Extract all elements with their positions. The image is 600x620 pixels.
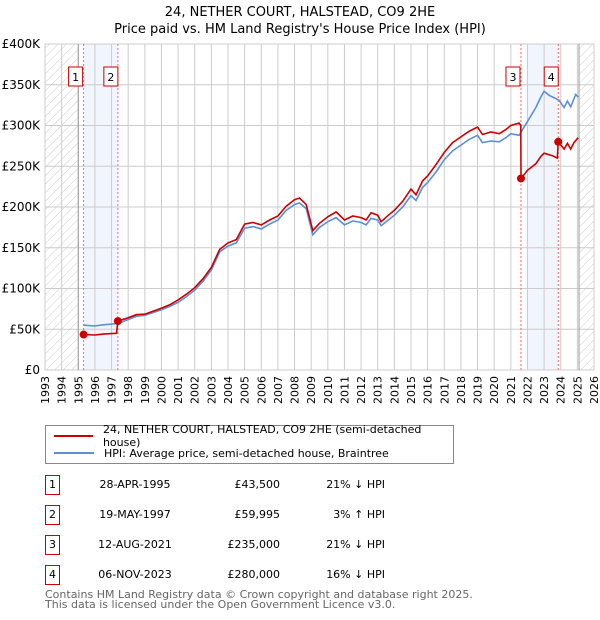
chart-subtitle: Price paid vs. HM Land Registry's House … [114, 22, 486, 37]
transaction-row: 3 12-AUG-2021 £235,000 21% ↓ HPI [45, 535, 465, 555]
x-tick-label: 2015 [405, 376, 418, 404]
transaction-number: 3 [45, 535, 60, 555]
legend-item-property: 24, NETHER COURT, HALSTEAD, CO9 2HE (sem… [54, 423, 453, 449]
legend-label: HPI: Average price, semi-detached house,… [104, 446, 389, 460]
x-tick-label: 1996 [89, 376, 102, 404]
sale-point [113, 317, 122, 326]
x-tick-label: 2020 [488, 376, 501, 404]
transaction-hpi-diff: 16% ↓ HPI [326, 568, 385, 581]
x-tick-label: 2009 [305, 376, 318, 404]
y-tick-label: £250K [2, 159, 42, 173]
footer: Contains HM Land Registry data © Crown c… [45, 588, 473, 611]
x-tick-label: 2005 [239, 376, 252, 404]
x-tick-label: 1995 [72, 376, 85, 404]
x-tick-label: 2001 [172, 376, 185, 404]
x-tick-label: 2017 [438, 376, 451, 404]
footer-line: This data is licensed under the Open Gov… [45, 598, 396, 611]
legend-item-hpi: HPI: Average price, semi-detached house,… [54, 445, 389, 461]
y-tick-label: £0 [25, 363, 40, 377]
transaction-hpi-diff: 21% ↓ HPI [326, 538, 385, 551]
x-tick-label: 1999 [139, 376, 152, 404]
x-tick-label: 2012 [355, 376, 368, 404]
transaction-number: 1 [45, 475, 60, 495]
transaction-row: 1 28-APR-1995 £43,500 21% ↓ HPI [45, 475, 465, 495]
y-tick-label: £200K [2, 200, 42, 214]
x-tick-label: 2011 [338, 376, 351, 404]
x-tick-label: 2025 [571, 376, 584, 404]
y-tick-label: £150K [2, 241, 42, 255]
x-tick-label: 2016 [422, 376, 435, 404]
legend-blue-line [54, 452, 94, 454]
transaction-date: 06-NOV-2023 [98, 568, 172, 581]
sale-point [79, 330, 88, 339]
legend-label: 24, NETHER COURT, HALSTEAD, CO9 2HE (sem… [102, 423, 422, 449]
footer-line: Contains HM Land Registry data © Crown c… [45, 588, 473, 601]
x-tick-label: 2010 [322, 376, 335, 404]
transaction-number: 4 [45, 565, 60, 585]
transaction-date: 19-MAY-1997 [99, 508, 171, 521]
x-tick-label: 1998 [122, 376, 135, 404]
transaction-price: £235,000 [227, 538, 281, 551]
x-tick-label: 2023 [538, 376, 551, 404]
x-tick-label: 2022 [521, 376, 534, 404]
transaction-hpi-diff: 21% ↓ HPI [326, 478, 385, 491]
y-tick-label: £100K [2, 282, 42, 296]
x-tick-label: 2019 [472, 376, 485, 404]
sale-label: 4 [548, 71, 555, 84]
x-tick-label: 1997 [106, 376, 119, 404]
chart-title: 24, NETHER COURT, HALSTEAD, CO9 2HE [164, 5, 436, 20]
sale-label-box [543, 66, 559, 87]
y-tick-label: £50K [9, 322, 41, 336]
sale-label: 2 [107, 71, 114, 84]
transaction-price: £280,000 [227, 568, 281, 581]
transaction-date: 12-AUG-2021 [98, 538, 172, 551]
y-tick-label: £300K [2, 119, 42, 133]
line-chart: 1993 1994 1995 1996 1997 1998 1999 2000 2001 2002… [2, 37, 600, 404]
legend-red-line [54, 435, 93, 437]
sale-label: 3 [509, 71, 516, 84]
transaction-price: £43,500 [234, 478, 281, 491]
x-tick-label: 2013 [372, 376, 385, 404]
x-tick-label: 2018 [455, 376, 468, 404]
sale-label-box [505, 66, 521, 87]
x-tick-label: 2008 [289, 376, 302, 404]
x-tick-label: 2003 [205, 376, 218, 404]
transaction-row: 4 06-NOV-2023 £280,000 16% ↓ HPI [45, 565, 465, 585]
x-tick-label: 2007 [272, 376, 285, 404]
x-tick-label: 2006 [255, 376, 268, 404]
x-tick-label: 2024 [555, 376, 568, 404]
transaction-row: 2 19-MAY-1997 £59,995 3% ↑ HPI [45, 505, 465, 525]
y-tick-label: £350K [2, 78, 42, 92]
x-tick-label: 2002 [189, 376, 202, 404]
y-tick-label: £400K [2, 37, 42, 51]
x-tick-label: 2000 [155, 376, 168, 404]
transaction-price: £59,995 [234, 508, 281, 521]
x-tick-label: 2004 [222, 376, 235, 404]
sale-label-box [68, 66, 84, 87]
x-tick-label: 1993 [39, 376, 52, 404]
transaction-hpi-diff: 3% ↑ HPI [333, 508, 385, 521]
transaction-number: 2 [45, 505, 60, 525]
sale-label-box [103, 66, 119, 87]
sale-label: 1 [72, 71, 79, 84]
legend: 24, NETHER COURT, HALSTEAD, CO9 2HE (sem… [45, 423, 454, 464]
x-tick-label: 2021 [505, 376, 518, 404]
sale-point [554, 137, 563, 146]
x-tick-label: 2026 [588, 376, 600, 404]
x-tick-label: 2014 [388, 376, 401, 404]
transaction-date: 28-APR-1995 [99, 478, 171, 491]
sale-point [516, 174, 525, 183]
hpi-series-line [83, 90, 579, 327]
x-tick-label: 1994 [56, 376, 69, 404]
